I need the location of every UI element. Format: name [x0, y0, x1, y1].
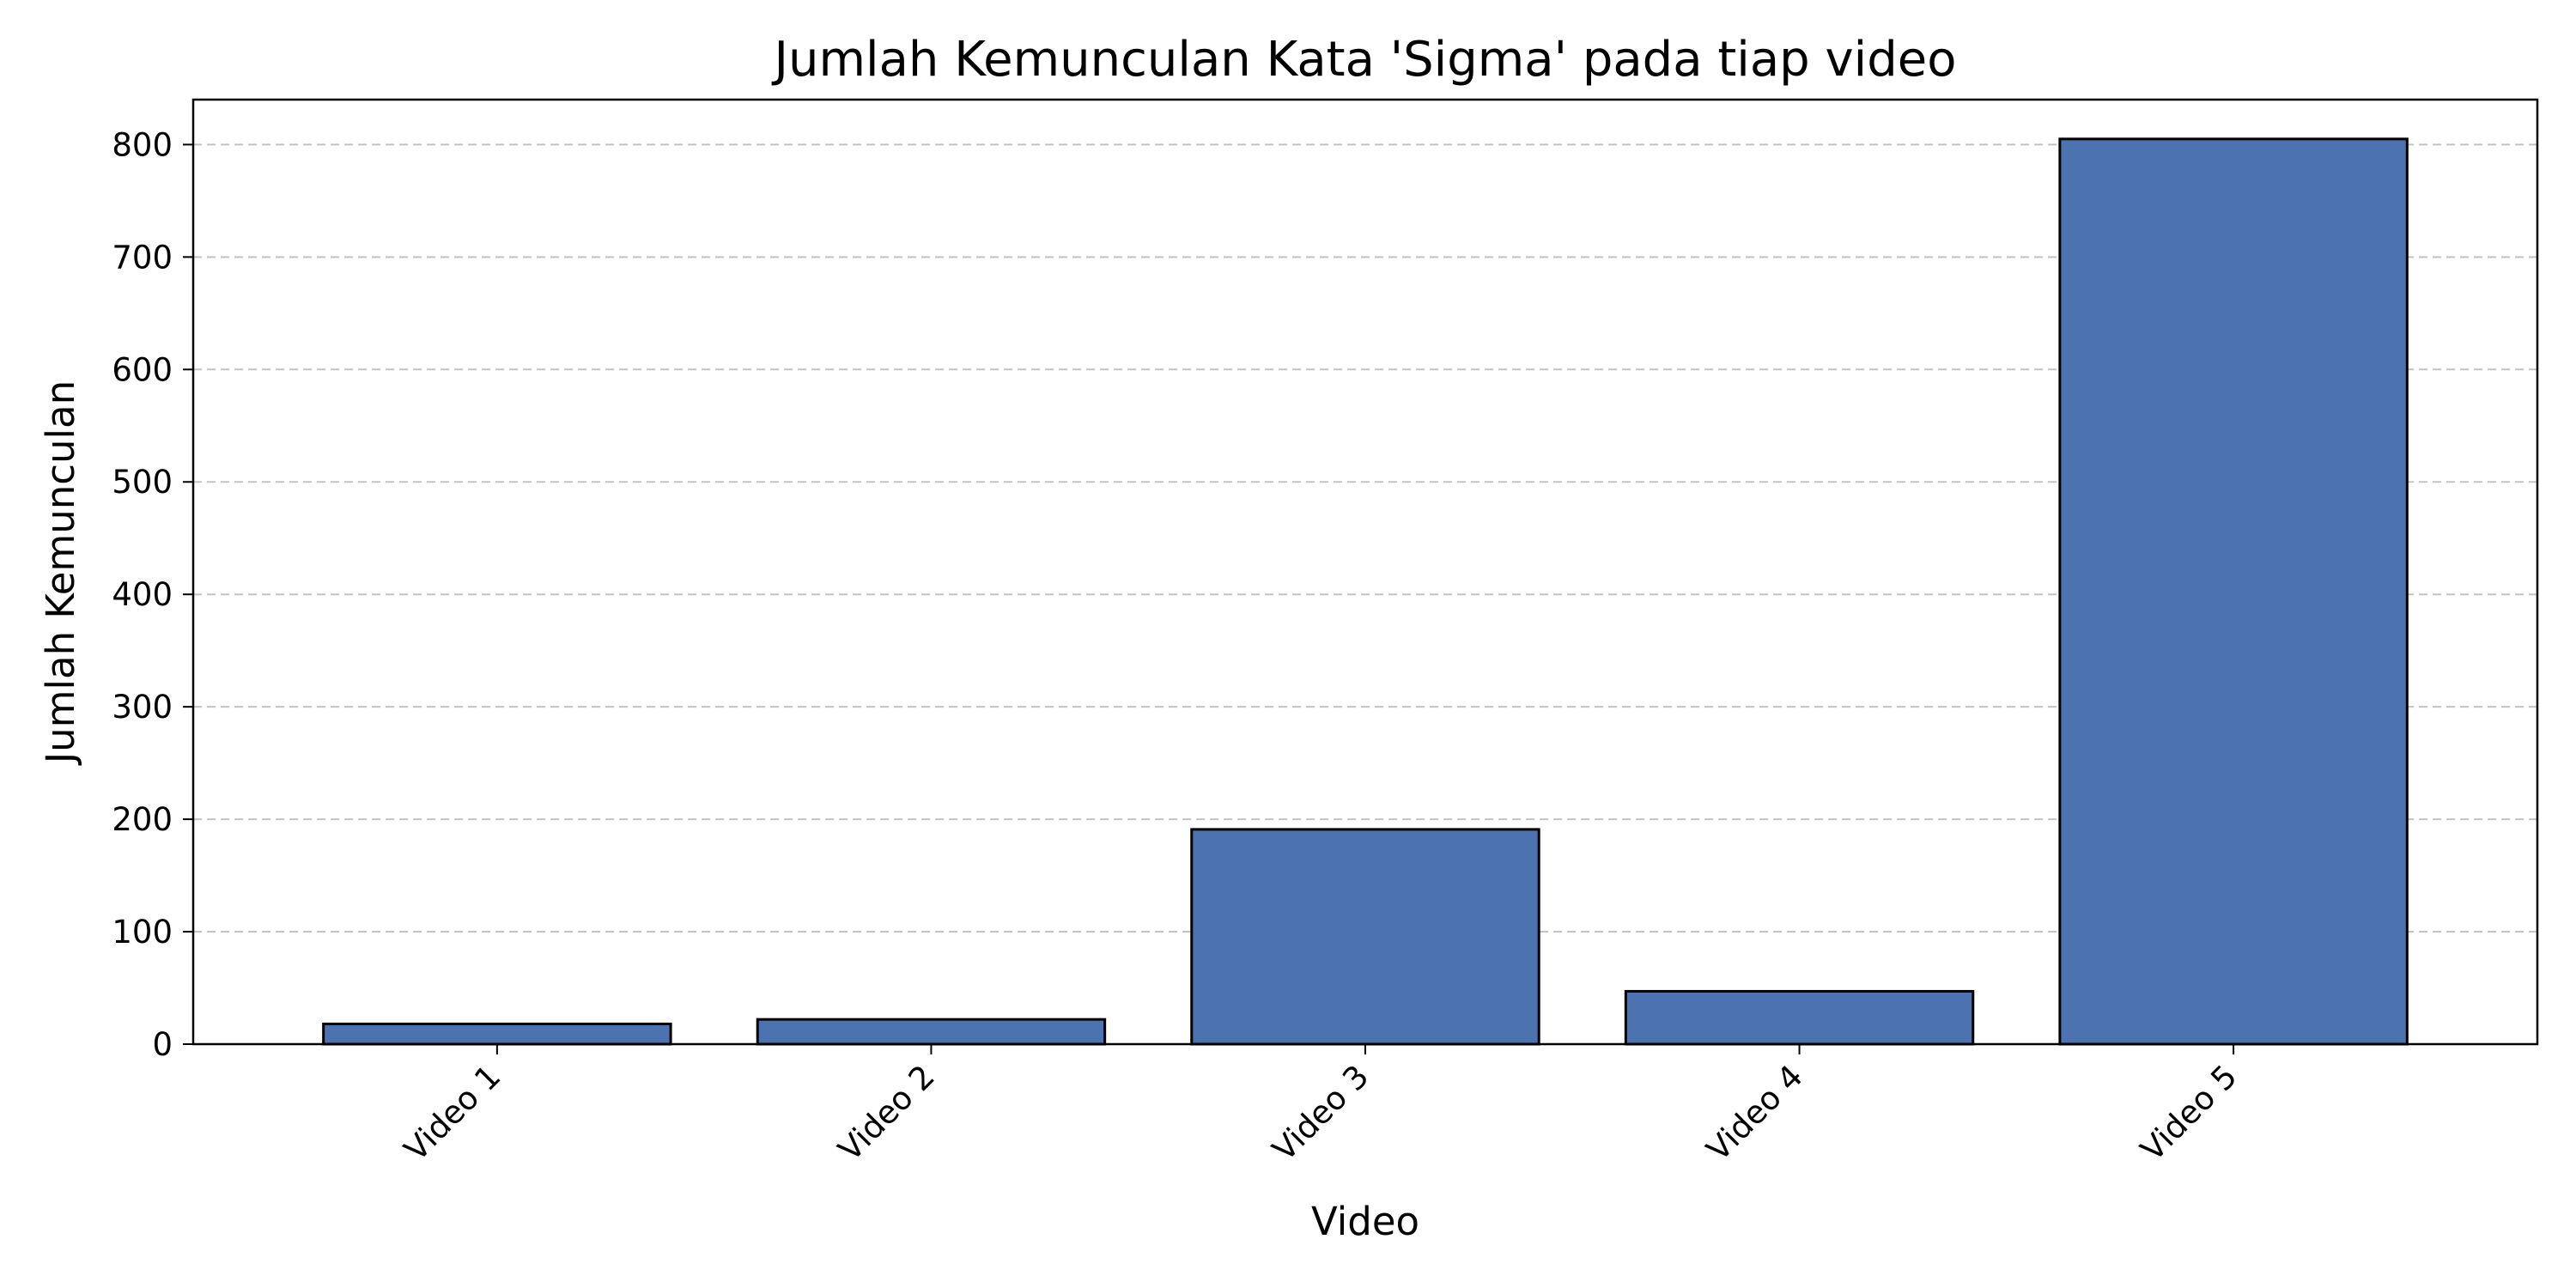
bar [1190, 828, 1540, 1046]
y-axis-label: Jumlah Kemunculan [38, 380, 83, 766]
x-tick-label: Video 3 [1266, 1058, 1376, 1169]
y-tick-label: 100 [112, 914, 173, 951]
y-grid-lines [193, 143, 2537, 933]
bar [1624, 989, 1975, 1046]
bar [322, 1022, 672, 1046]
bar [2058, 137, 2409, 1046]
y-tick-label: 0 [152, 1026, 173, 1063]
x-axis-label: Video [1311, 1199, 1419, 1244]
x-tick-label: Video 5 [2134, 1058, 2245, 1169]
y-tick-label: 800 [112, 126, 173, 163]
y-tick-label: 200 [112, 801, 173, 838]
x-tick-label: Video 4 [1699, 1058, 1810, 1169]
bar [756, 1018, 1107, 1046]
y-tick-label: 500 [112, 464, 173, 501]
y-tick-label: 600 [112, 351, 173, 388]
y-tick-label: 700 [112, 239, 173, 276]
y-tick-label: 300 [112, 689, 173, 726]
bars [322, 137, 2409, 1046]
x-tick-label: Video 2 [831, 1058, 942, 1169]
y-axis-ticks: 0 100 200 300 400 500 600 700 800 [112, 126, 193, 1063]
chart-title: Jumlah Kemunculan Kata 'Sigma' pada tiap… [771, 32, 1956, 88]
x-axis-ticks: Video 1 Video 2 Video 3 Video 4 Video 5 [398, 1044, 2245, 1169]
y-tick-label: 400 [112, 576, 173, 613]
x-tick-label: Video 1 [398, 1058, 508, 1169]
plot-frame [191, 98, 2539, 1046]
